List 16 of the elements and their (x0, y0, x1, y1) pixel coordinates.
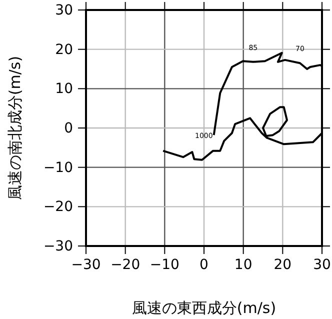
y-tick-label: 10 (55, 81, 73, 98)
x-tick-label: −20 (110, 256, 140, 273)
x-tick-label: 10 (234, 256, 252, 273)
x-tick-label: 0 (200, 256, 208, 273)
y-tick-label: −20 (43, 199, 73, 216)
y-tick-label: 0 (64, 120, 73, 136)
y-tick-label: 30 (55, 2, 73, 18)
x-tick-label: 30 (313, 256, 331, 273)
y-axis-title: 風速の南北成分(m/s) (6, 56, 24, 200)
x-tick-label: −30 (71, 256, 101, 273)
x-tick-label: −10 (150, 256, 180, 273)
x-tick-label: 20 (274, 256, 292, 273)
y-tick-label: −30 (43, 238, 73, 254)
y-tick-label: −10 (43, 160, 73, 176)
y-tick-label: 20 (55, 42, 73, 58)
x-axis-title: 風速の東西成分(m/s) (132, 299, 276, 317)
